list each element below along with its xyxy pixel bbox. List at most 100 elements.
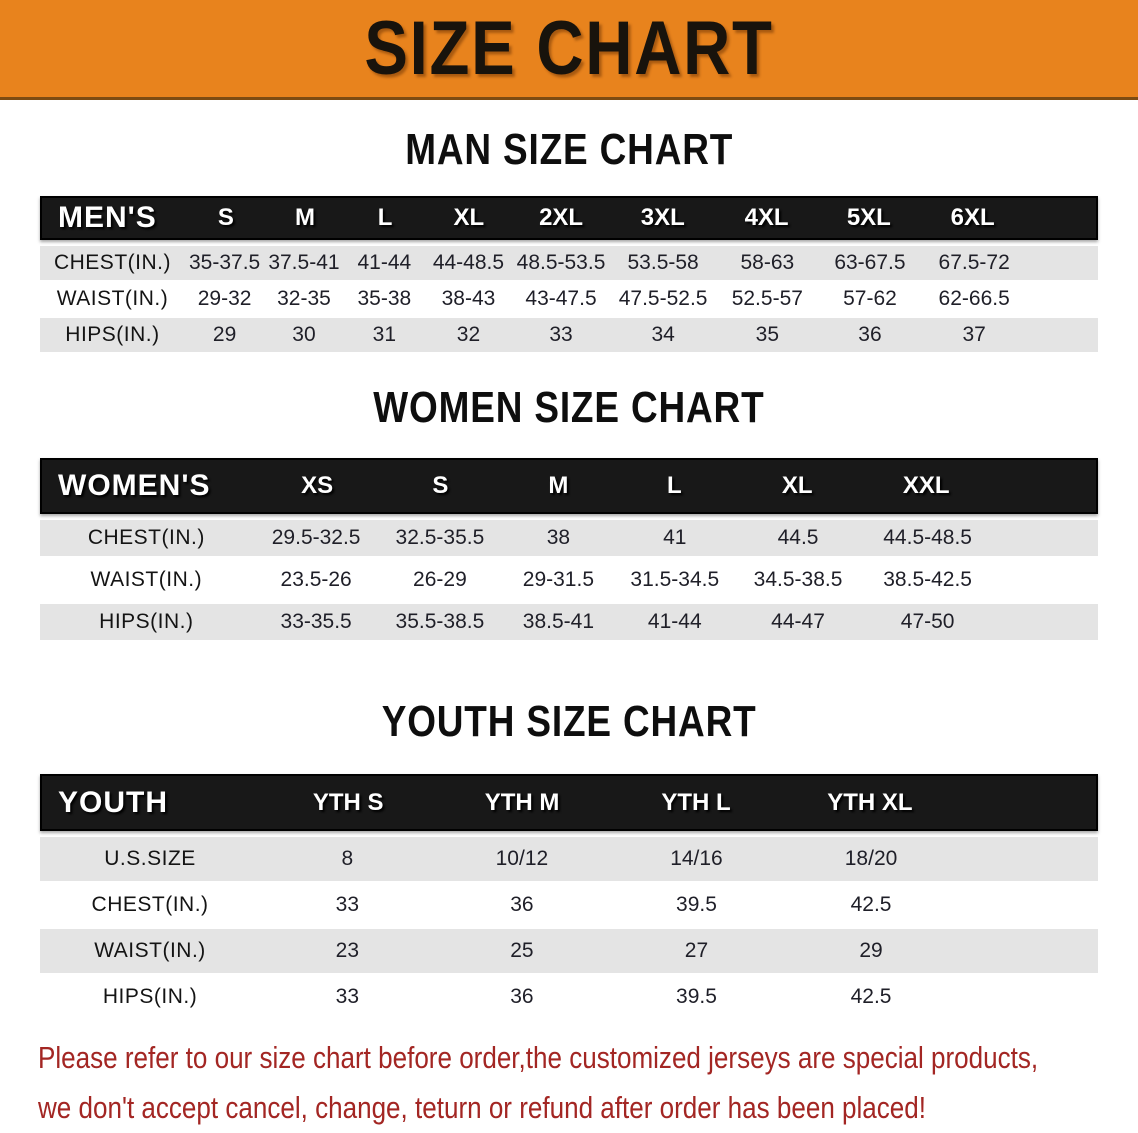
table-row: WAIST(IN.) 29-32 32-35 35-38 38-43 43-47.5 47.… (40, 282, 1098, 316)
size-cell: 33 (335, 985, 360, 1008)
column-header: XL (453, 204, 485, 231)
size-cell: 33 (335, 893, 360, 916)
section-heading-text: MAN SIZE CHART (405, 125, 733, 174)
size-cell: 41-44 (647, 610, 702, 633)
size-cell: 57-62 (843, 287, 897, 310)
size-cell: 27 (684, 939, 709, 962)
banner: SIZE CHART (0, 0, 1138, 100)
row-label: CHEST(IN.) (53, 251, 171, 274)
size-cell: 32-35 (277, 287, 331, 310)
column-header: L (667, 472, 682, 499)
section-heading-text: YOUTH SIZE CHART (381, 697, 757, 746)
size-cell: 41 (663, 526, 687, 549)
footer-note: Please refer to our size chart before or… (38, 1033, 1039, 1133)
footer-line-2: we don't accept cancel, change, teturn o… (38, 1090, 927, 1125)
section-heading-text: WOMEN SIZE CHART (373, 383, 765, 432)
row-label: WAIST(IN.) (94, 939, 206, 962)
size-cell: 29-32 (197, 287, 252, 310)
size-table: MEN'S S M L XL 2XL 3XL 4XL 5XL 6XL CHEST(IN.) 35-37… (40, 196, 1098, 352)
column-header: XXL (902, 472, 950, 499)
row-label: U.S.SIZE (104, 847, 196, 870)
table-row: CHEST(IN.) 33 36 39.5 42.5 (40, 883, 1098, 927)
size-cell: 38-43 (441, 287, 496, 310)
banner-title: SIZE CHART (364, 6, 774, 91)
size-cell: 30 (292, 323, 316, 346)
size-cell: 39.5 (676, 985, 717, 1008)
column-header: YTH M (484, 788, 560, 816)
size-cell: 14/16 (670, 847, 723, 870)
column-header: 5XL (846, 204, 891, 231)
size-cell: 23.5-26 (280, 568, 352, 591)
size-cell: 67.5-72 (938, 251, 1010, 274)
footer-line-1: Please refer to our size chart before or… (38, 1040, 1039, 1075)
row-label: CHEST(IN.) (87, 526, 205, 549)
size-cell: 33-35.5 (280, 610, 352, 633)
size-cell: 35 (755, 323, 779, 346)
size-cell: 31.5-34.5 (630, 568, 720, 591)
row-label: CHEST(IN.) (91, 893, 209, 916)
table-header-row: WOMEN'S XS S M L XL XXL (40, 458, 1098, 514)
size-cell: 33 (549, 323, 573, 346)
column-header: S (217, 204, 234, 231)
table-header-row: YOUTH YTH S YTH M YTH L YTH XL (40, 774, 1098, 831)
size-cell: 26-29 (413, 568, 467, 591)
column-header: 6XL (950, 204, 995, 231)
size-cell: 32.5-35.5 (395, 526, 485, 549)
row-label: HIPS(IN.) (102, 985, 198, 1008)
size-cell: 31 (372, 323, 397, 346)
size-cell: 37.5-41 (268, 251, 340, 274)
table-row: U.S.SIZE 8 10/12 14/16 18/20 (40, 837, 1098, 881)
column-header: 4XL (744, 204, 789, 231)
table-row: HIPS(IN.) 33-35.5 35.5-38.5 38.5-41 41-44 44-… (40, 604, 1098, 640)
size-cell: 41-44 (357, 251, 412, 274)
size-cell: 53.5-58 (627, 251, 699, 274)
column-header: M (548, 472, 569, 499)
table-corner-label: YOUTH (58, 785, 168, 819)
size-cell: 25 (510, 939, 534, 962)
column-header: M (294, 204, 315, 231)
size-cell: 29-31.5 (522, 568, 595, 591)
size-cell: 29 (859, 939, 883, 962)
column-header: L (377, 204, 393, 231)
size-cell: 47.5-52.5 (618, 287, 708, 310)
size-chart-sections: MAN SIZE CHART MEN'S S M L XL 2XL 3XL 4XL 5XL 6XL C… (0, 126, 1138, 1019)
table-row: HIPS(IN.) 33 36 39.5 42.5 (40, 975, 1098, 1019)
size-cell: 35-37.5 (188, 251, 261, 274)
size-cell: 43-47.5 (525, 287, 597, 310)
size-cell: 29.5-32.5 (271, 526, 361, 549)
table-row: CHEST(IN.) 35-37.5 37.5-41 41-44 44-48.5 48.5… (40, 246, 1098, 280)
size-cell: 58-63 (740, 251, 795, 274)
column-header: YTH S (312, 788, 384, 816)
table-corner-label: WOMEN'S (58, 469, 211, 502)
size-cell: 38.5-42.5 (883, 568, 972, 591)
size-cell: 63-67.5 (834, 251, 906, 274)
table-corner-label: MEN'S (58, 201, 157, 234)
column-header: 2XL (539, 204, 584, 231)
column-header: XL (781, 472, 813, 499)
size-cell: 35-38 (357, 287, 412, 310)
size-cell: 8 (341, 847, 354, 870)
row-label: HIPS(IN.) (65, 323, 160, 346)
section-heading: WOMEN SIZE CHART (0, 384, 1138, 432)
table-row: CHEST(IN.) 29.5-32.5 32.5-35.5 38 41 44.5 44.5… (40, 520, 1098, 556)
size-cell: 36 (510, 893, 534, 916)
size-cell: 18/20 (844, 847, 898, 870)
size-cell: 44.5 (777, 526, 819, 549)
size-cell: 10/12 (495, 847, 549, 870)
size-table: WOMEN'S XS S M L XL XXL CHEST(IN.) 29.5-32.5 32.5… (40, 458, 1098, 640)
size-cell: 38 (546, 526, 571, 549)
section-heading: YOUTH SIZE CHART (0, 698, 1138, 746)
section-heading: MAN SIZE CHART (0, 126, 1138, 174)
size-cell: 48.5-53.5 (516, 251, 606, 274)
column-header: YTH L (661, 788, 731, 816)
size-cell: 29 (212, 323, 237, 346)
size-cell: 44.5-48.5 (883, 526, 972, 549)
size-cell: 39.5 (676, 893, 717, 916)
size-cell: 47-50 (900, 610, 955, 633)
size-cell: 42.5 (850, 985, 892, 1008)
table-row: HIPS(IN.) 29 30 31 32 33 34 35 36 37 (40, 318, 1098, 352)
table-row: WAIST(IN.) 23.5-26 26-29 29-31.5 31.5-34.5 34… (40, 562, 1098, 598)
size-cell: 37 (962, 323, 986, 346)
column-header: 3XL (640, 204, 685, 231)
size-cell: 42.5 (850, 893, 892, 916)
